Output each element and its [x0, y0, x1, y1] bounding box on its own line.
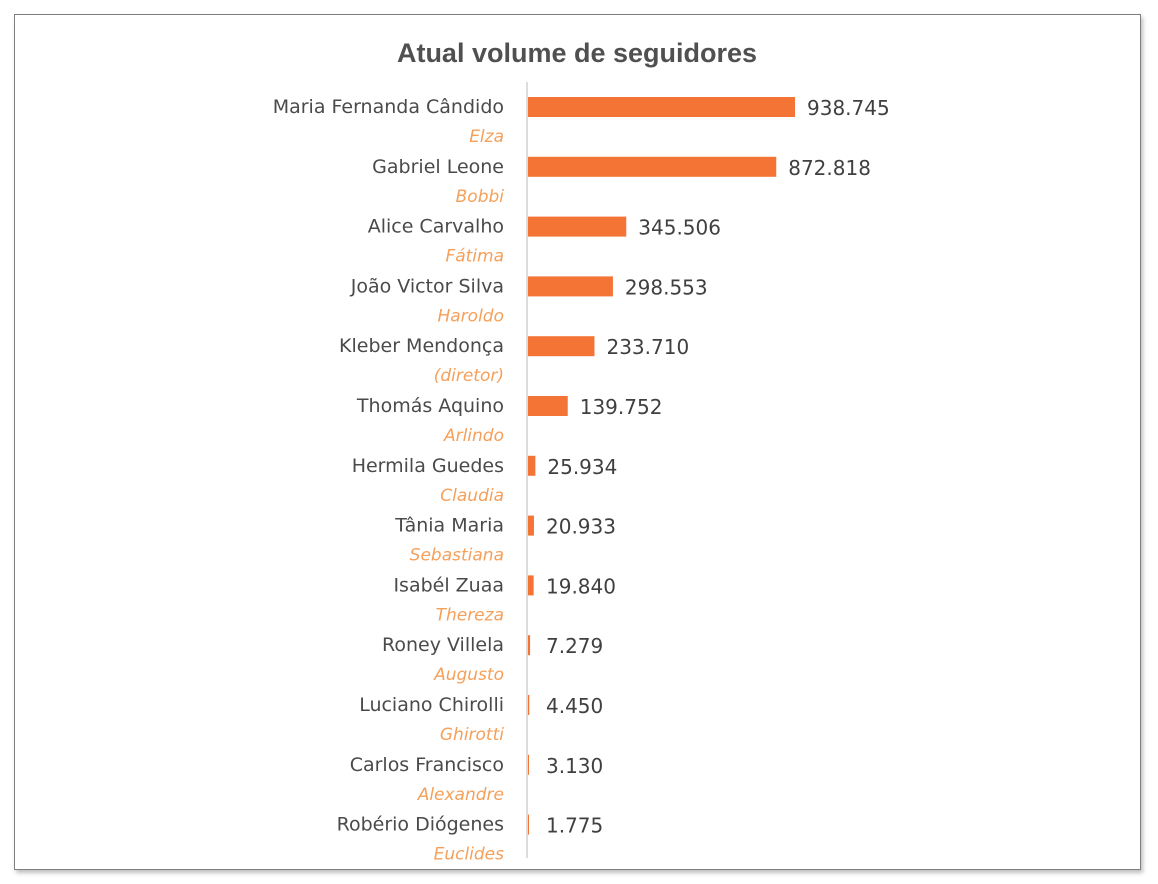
- data-label: 7.279: [546, 634, 603, 658]
- category-role-label: Ghirotti: [440, 725, 504, 745]
- chart-frame: [14, 14, 1141, 870]
- category-role-label: Bobbi: [456, 187, 505, 207]
- data-label: 938.745: [807, 96, 890, 120]
- category-label: Roney Villela: [382, 634, 504, 656]
- data-label: 872.818: [788, 156, 871, 180]
- category-role-label: Thereza: [436, 605, 504, 625]
- bar: [528, 216, 627, 237]
- bar: [528, 515, 534, 536]
- bar: [528, 695, 530, 715]
- bars-group: Maria Fernanda Cândido Elza 938.745 Gabriel…: [273, 96, 890, 865]
- category-label: Tânia Maria: [394, 515, 504, 537]
- category-label: Hermila Guedes: [352, 455, 504, 477]
- data-label: 1.775: [546, 814, 603, 838]
- bar: [528, 276, 613, 297]
- category-role-label: Alexandre: [417, 785, 504, 805]
- data-label: 25.934: [547, 455, 617, 479]
- category-role-label: Claudia: [440, 486, 504, 506]
- category-label: Alice Carvalho: [368, 216, 504, 238]
- data-label: 139.752: [580, 395, 663, 419]
- data-label: 233.710: [606, 335, 689, 359]
- bar: [528, 754, 529, 775]
- category-role-label: Elza: [469, 127, 504, 147]
- category-label: Gabriel Leone: [372, 156, 504, 178]
- chart-title: Atual volume de seguidores: [397, 38, 757, 68]
- category-role-label: (diretor): [434, 366, 504, 386]
- category-label: Maria Fernanda Cândido: [273, 96, 504, 118]
- data-label: 298.553: [625, 275, 708, 299]
- bar: [528, 575, 534, 596]
- data-label: 3.130: [546, 754, 603, 778]
- bar: [528, 814, 529, 835]
- category-role-label: Euclides: [434, 845, 505, 865]
- category-role-label: Sebastiana: [410, 546, 504, 566]
- bar: [528, 396, 568, 416]
- bar: [528, 455, 536, 476]
- data-label: 19.840: [546, 574, 616, 598]
- data-label: 20.933: [546, 515, 616, 539]
- bar: [528, 97, 795, 117]
- category-label: Robério Diógenes: [337, 814, 504, 836]
- category-role-label: Arlindo: [443, 426, 504, 446]
- category-label: João Victor Silva: [350, 275, 504, 297]
- category-label: Kleber Mendonça: [339, 335, 504, 357]
- data-label: 4.450: [546, 694, 603, 718]
- category-label: Isabél Zuaa: [393, 574, 504, 596]
- bar: [528, 635, 531, 656]
- bar: [528, 156, 777, 177]
- category-role-label: Fátima: [445, 247, 504, 267]
- category-label: Thomás Aquino: [356, 395, 504, 417]
- data-label: 345.506: [638, 216, 721, 240]
- category-label: Carlos Francisco: [350, 754, 504, 776]
- category-label: Luciano Chirolli: [359, 694, 504, 716]
- category-role-label: Haroldo: [437, 306, 504, 326]
- category-role-label: Augusto: [433, 665, 504, 685]
- bar: [528, 336, 595, 357]
